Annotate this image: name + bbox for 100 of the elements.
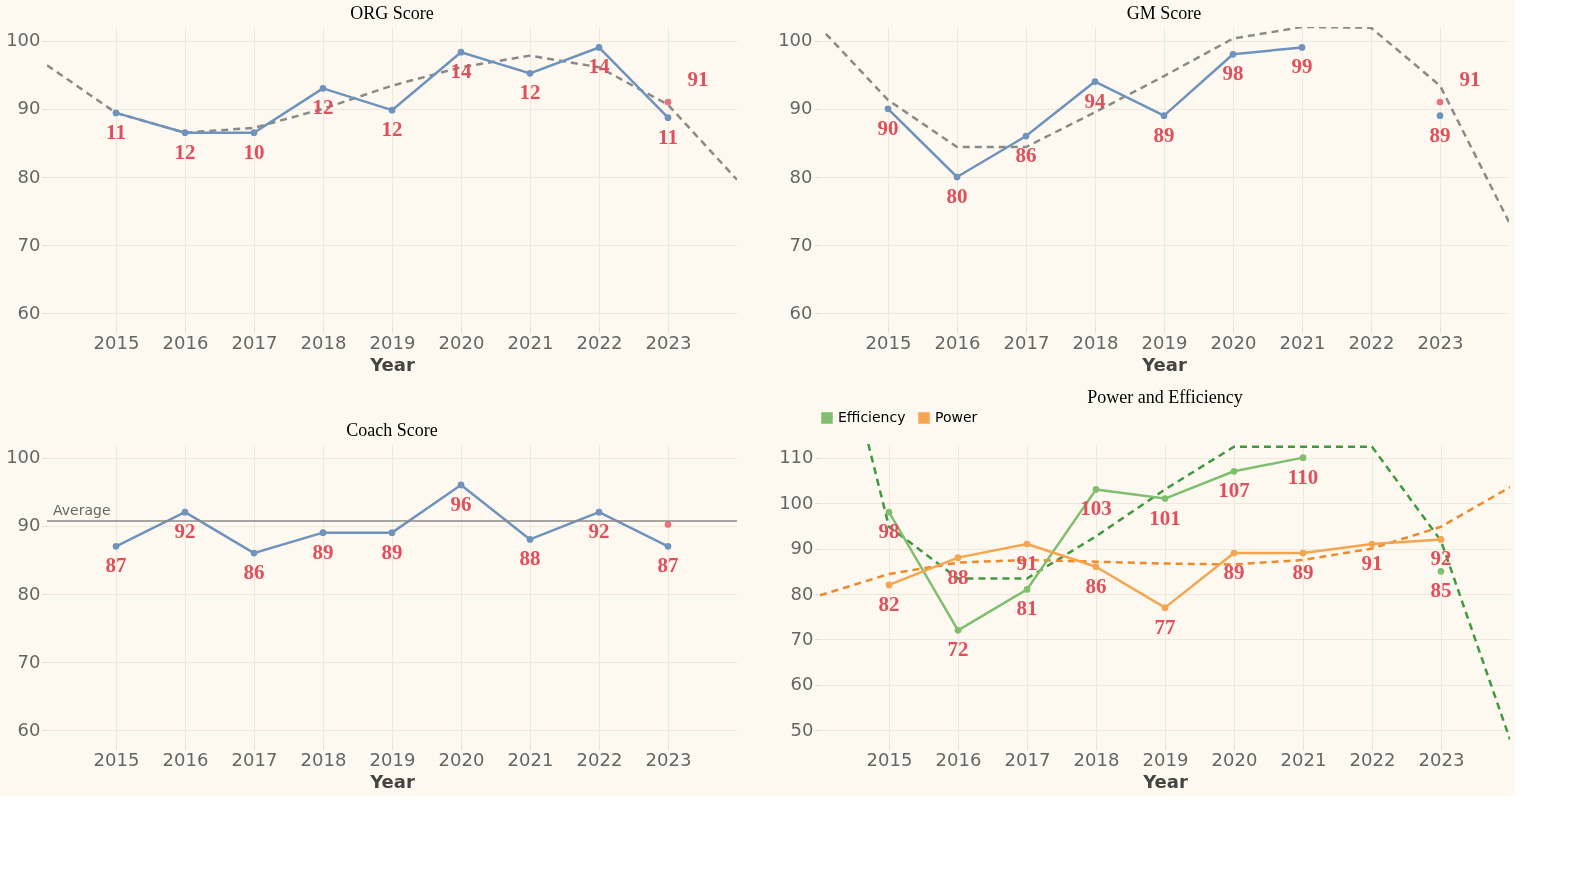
annotation: 11: [106, 119, 126, 144]
x-tick-label: 2017: [231, 331, 278, 353]
x-tick-label: 2018: [300, 748, 347, 770]
point: [664, 98, 672, 106]
x-tick-label: 2021: [1279, 331, 1326, 353]
x-axis-title: Year: [1141, 353, 1187, 375]
data-label: 86: [1085, 573, 1107, 598]
x-tick-label: 2020: [1211, 748, 1258, 770]
data-label: 92: [174, 519, 196, 544]
point: [1436, 98, 1444, 106]
y-tick-label: 90: [789, 97, 813, 119]
y-tick-label: 100: [778, 29, 813, 51]
point: [181, 508, 189, 516]
point: [1368, 540, 1376, 548]
data-label: 87: [105, 553, 127, 578]
x-tick-label: 2021: [507, 331, 554, 353]
line-series: [867, 444, 1510, 741]
data-label: 94: [1084, 88, 1106, 113]
data-label: 88: [519, 546, 541, 571]
chart-title: GM Score: [1126, 3, 1202, 23]
x-tick-label: 2016: [162, 748, 209, 770]
data-label: 82: [878, 591, 900, 616]
point: [1230, 549, 1238, 557]
point: [885, 508, 893, 516]
data-label: 89: [1153, 122, 1175, 147]
point: [319, 85, 327, 92]
y-tick-label: 100: [6, 446, 41, 468]
annotation: 11: [658, 124, 678, 149]
point: [112, 109, 120, 117]
point: [1092, 486, 1100, 493]
x-tick-label: 2018: [1072, 331, 1119, 353]
point: [1160, 112, 1168, 119]
legend-label: Efficiency: [838, 409, 906, 425]
x-axis-title: Year: [1142, 770, 1188, 792]
data-label: 89: [1223, 560, 1245, 585]
point: [1229, 50, 1237, 58]
x-tick-label: 2020: [438, 331, 485, 353]
line-series: [820, 485, 1510, 597]
point: [1437, 536, 1445, 543]
x-tick-label: 2021: [1280, 748, 1327, 770]
point: [953, 173, 961, 181]
x-tick-label: 2016: [162, 331, 209, 353]
x-tick-label: 2022: [576, 331, 623, 353]
ref-line-label: Average: [53, 502, 111, 519]
point: [388, 106, 396, 114]
y-tick-label: 110: [779, 446, 814, 468]
line-series: [824, 27, 1509, 224]
y-tick-label: 60: [789, 301, 813, 323]
point: [595, 44, 603, 51]
point: [457, 48, 465, 56]
annotation: 12: [381, 117, 403, 142]
point: [1161, 604, 1169, 611]
x-tick-label: 2020: [1210, 331, 1257, 353]
x-tick-label: 2018: [300, 331, 347, 353]
annotation: 12: [519, 80, 541, 105]
chart-title: Coach Score: [346, 420, 438, 440]
point: [885, 581, 893, 589]
point: [1092, 563, 1100, 571]
x-tick-label: 2020: [438, 748, 485, 770]
x-tick-label: 2017: [231, 748, 278, 770]
point: [457, 481, 465, 489]
data-label: 98: [1222, 61, 1244, 86]
data-label: 90: [877, 115, 899, 140]
y-tick-label: 100: [779, 491, 814, 513]
y-tick-label: 100: [6, 29, 41, 51]
data-label: 87: [657, 553, 679, 578]
data-label: 92: [1430, 546, 1452, 571]
point: [664, 521, 672, 528]
point: [1022, 132, 1030, 140]
point: [319, 529, 327, 536]
point: [1023, 540, 1031, 548]
data-label: 85: [1430, 578, 1452, 603]
point: [884, 105, 892, 113]
data-label: 101: [1149, 505, 1181, 530]
x-tick-label: 2017: [1003, 331, 1050, 353]
y-tick-label: 70: [17, 233, 41, 255]
point: [954, 627, 962, 634]
point: [595, 508, 603, 516]
point: [112, 542, 120, 550]
annotation: 10: [243, 139, 265, 164]
x-tick-label: 2021: [507, 748, 554, 770]
y-tick-label: 90: [17, 97, 41, 119]
point: [1299, 454, 1307, 461]
data-label: 91: [1361, 551, 1383, 575]
y-tick-label: 70: [789, 233, 813, 255]
point: [181, 129, 189, 137]
y-tick-label: 60: [790, 673, 814, 695]
data-label: 86: [1015, 143, 1037, 168]
point: [388, 529, 396, 536]
point: [1161, 495, 1169, 502]
data-label: 89: [312, 539, 334, 564]
point: [250, 549, 258, 557]
y-tick-label: 80: [789, 165, 813, 187]
x-tick-label: 2023: [1417, 331, 1464, 353]
y-tick-label: 80: [17, 582, 41, 604]
point: [1436, 112, 1444, 119]
data-label: 80: [946, 184, 968, 208]
data-label: 98: [878, 519, 900, 544]
x-axis-title: Year: [369, 353, 415, 375]
data-label: 77: [1154, 614, 1176, 639]
